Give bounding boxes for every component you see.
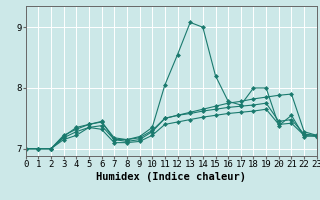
X-axis label: Humidex (Indice chaleur): Humidex (Indice chaleur): [96, 172, 246, 182]
